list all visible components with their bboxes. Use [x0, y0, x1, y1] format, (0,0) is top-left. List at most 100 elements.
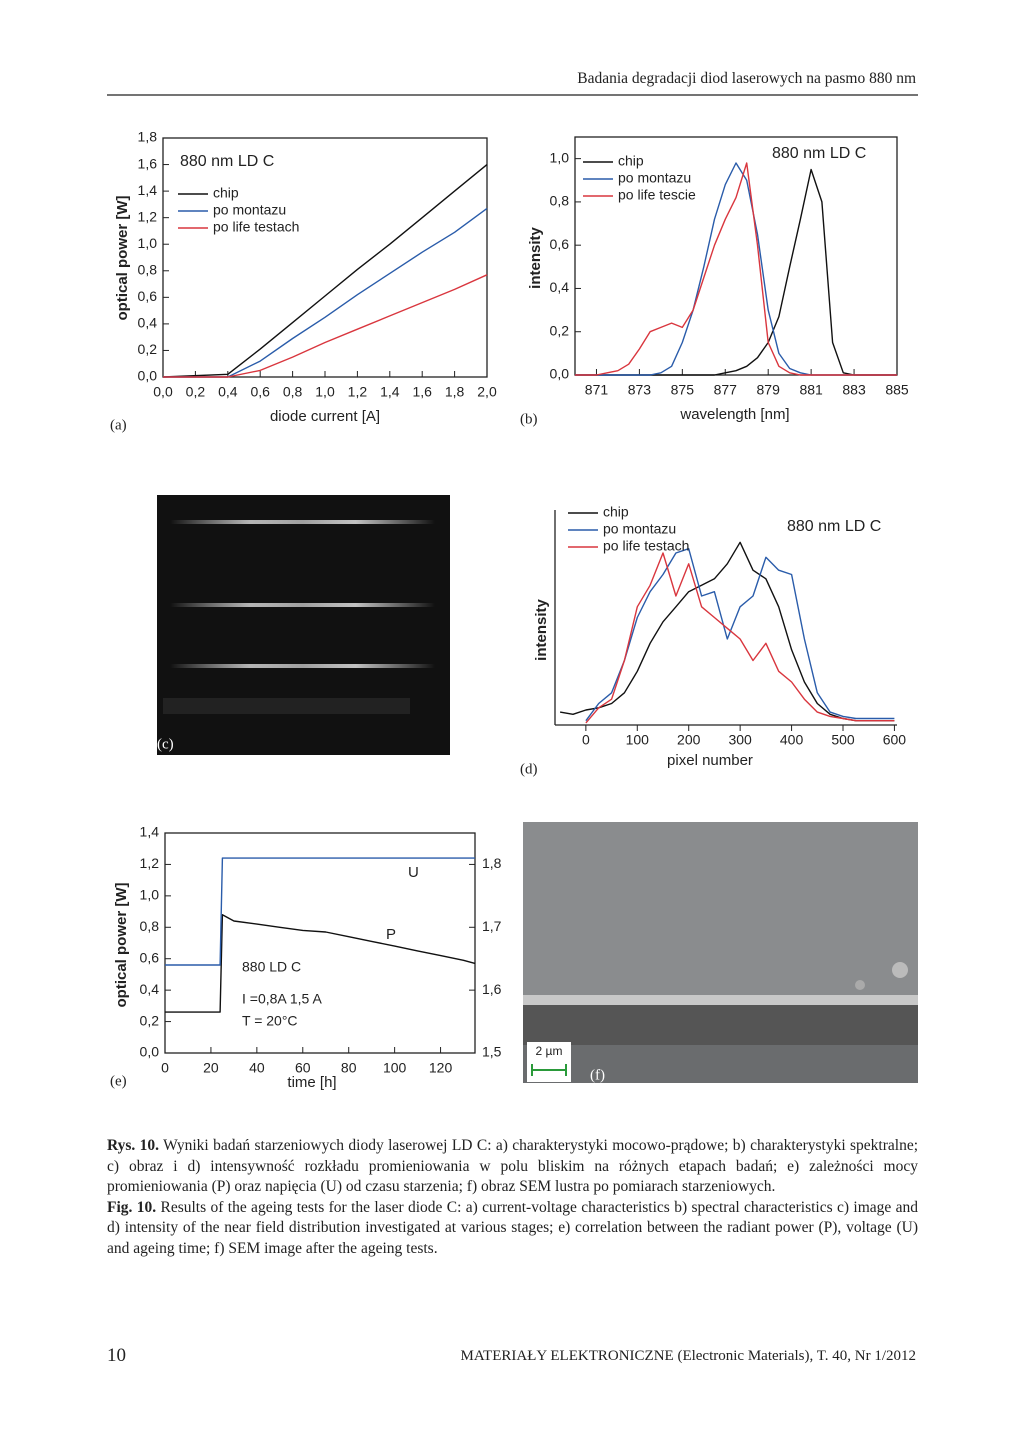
journal: MATERIAŁY ELEKTRONICZNE (Electronic Mate…: [460, 1348, 916, 1364]
caption-label: Rys. 10.: [107, 1137, 160, 1154]
streak: [170, 664, 435, 668]
y-tick-label: 1,4: [140, 824, 160, 840]
legend-label: chip: [603, 504, 629, 520]
y-tick-label: 0,6: [138, 288, 158, 304]
y-tick-label: 0,0: [140, 1044, 160, 1060]
scale-box: [527, 1042, 571, 1082]
y-tick-label: 1,2: [138, 208, 158, 224]
chart-title: 880 nm LD C: [180, 153, 274, 170]
x-tick-label: 2,0: [477, 384, 497, 400]
chart: 0 100 200 300 400 500 600 880 nm LD C pixel numb…: [520, 504, 906, 778]
series-line: [165, 914, 476, 1013]
near-field-image: (c): [157, 495, 450, 755]
y-axis-label: optical power [W]: [113, 883, 130, 1008]
x-tick-label: 871: [585, 382, 609, 398]
x-tick-label: 60: [295, 1060, 311, 1076]
y-tick-label: 0,8: [138, 261, 158, 277]
x-tick-label: 300: [728, 732, 752, 748]
legend-label: po life tescie: [618, 187, 696, 203]
y-tick-label: 0,0: [138, 368, 158, 384]
sem-image: 2 µm (f): [523, 822, 918, 1083]
legend-label: po life testach: [213, 219, 299, 235]
chart: 871 873 875 877 879 881 883 885 0,0 0,2 0,4 0,6 0,8 1…: [520, 136, 909, 427]
y-tick-label: 1,6: [138, 155, 158, 171]
x-tick-label: 1,6: [412, 384, 432, 400]
chart-title: 880 nm LD C: [772, 145, 866, 162]
panel-label: (d): [520, 761, 538, 777]
series-line: [163, 207, 488, 378]
panel-label: (b): [520, 411, 538, 427]
page-number: 10: [107, 1345, 126, 1366]
annotation: I =0,8A 1,5 A: [242, 991, 322, 1007]
chart-title: 880 nm LD C: [787, 518, 881, 535]
panel-label: (a): [110, 417, 127, 433]
y-tick-label: 0,4: [140, 981, 160, 997]
x-tick-label: 0,6: [250, 384, 270, 400]
x-axis-label: diode current [A]: [270, 408, 380, 425]
series-line: [165, 857, 475, 966]
x-tick-label: 875: [671, 382, 695, 398]
caption-text: Results of the ageing tests for the lase…: [107, 1198, 919, 1257]
x-tick-label: 885: [885, 382, 909, 398]
y-axis-label: intensity: [533, 599, 550, 661]
panel-label: (f): [590, 1067, 605, 1083]
y-tick-label: 0,4: [138, 315, 158, 331]
y-tick-label: 0,0: [550, 366, 570, 382]
y-axis-label: optical power [W]: [114, 196, 131, 321]
y-tick-label: 0,2: [140, 1012, 160, 1028]
x-tick-label: 20: [203, 1060, 219, 1076]
image-band: [163, 698, 410, 714]
x-tick-label: 879: [757, 382, 781, 398]
streak: [170, 603, 435, 607]
plot-frame: [162, 137, 488, 378]
x-tick-label: 0,0: [153, 384, 173, 400]
y-tick-label: 1,2: [140, 855, 160, 871]
x-tick-label: 400: [780, 732, 804, 748]
y-tick-label: 0,2: [550, 322, 570, 338]
x-tick-label: 200: [677, 732, 701, 748]
x-tick-label: 1,0: [315, 384, 335, 400]
x-tick-label: 500: [831, 732, 855, 748]
x-tick-label: 0: [582, 732, 590, 748]
x-tick-label: 881: [799, 382, 823, 398]
x-tick-label: 877: [714, 382, 738, 398]
x-tick-label: 0,2: [186, 384, 206, 400]
y2-tick-label: 1,5: [482, 1044, 502, 1060]
legend-label: po montazu: [603, 521, 676, 537]
plot-frame: [164, 832, 476, 1054]
y-tick-label: 0,2: [138, 341, 158, 357]
x-tick-label: 120: [429, 1060, 453, 1076]
x-tick-label: 600: [883, 732, 907, 748]
x-tick-label: 0,8: [283, 384, 303, 400]
y2-tick-label: 1,7: [482, 918, 502, 934]
y-tick-label: 0,6: [550, 236, 570, 252]
plot-frame: [574, 136, 898, 376]
series-line: [575, 162, 897, 376]
layer: [523, 1005, 918, 1045]
particle: [855, 980, 865, 990]
x-tick-label: 1,2: [348, 384, 368, 400]
x-tick-label: 40: [249, 1060, 265, 1076]
x-tick-label: 883: [842, 382, 866, 398]
caption-label: Fig. 10.: [107, 1198, 157, 1216]
x-tick-label: 100: [383, 1060, 407, 1076]
x-tick-label: 1,8: [445, 384, 465, 400]
series-line: [163, 274, 488, 378]
series-line: [162, 164, 488, 378]
caption-text: Wyniki badań starzeniowych diody laserow…: [107, 1137, 919, 1196]
y-tick-label: 0,8: [550, 193, 570, 209]
annotation: 880 LD C: [242, 959, 301, 975]
panel-label: (e): [110, 1073, 127, 1089]
scale-label: 2 µm: [536, 1044, 563, 1058]
running-header: Badania degradacji diod laserowych na pa…: [577, 70, 916, 87]
chart: 0,0 0,2 0,4 0,6 0,8 1,0 1,2 1,4 1,6 1,8 2,0 0,0 0,2 0…: [110, 129, 497, 434]
caption: Rys. 10. Wyniki badań starzeniowych diod…: [107, 1136, 918, 1260]
streak: [170, 520, 435, 524]
series-label: P: [386, 926, 396, 943]
y-tick-label: 1,8: [138, 129, 158, 145]
image-bg: [157, 495, 450, 755]
x-tick-label: 873: [628, 382, 652, 398]
y-tick-label: 0,8: [140, 918, 160, 934]
